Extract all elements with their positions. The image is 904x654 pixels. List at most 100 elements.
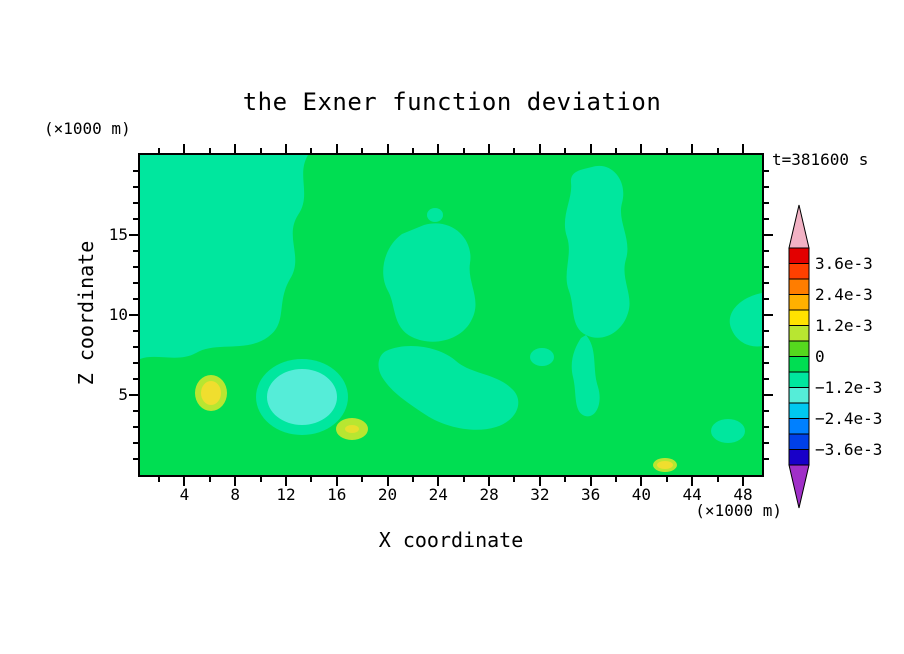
y-tick-mark xyxy=(764,314,773,316)
y-tick-mark xyxy=(133,250,138,252)
colorbar-segment xyxy=(788,356,810,373)
x-tick-label: 40 xyxy=(631,485,652,504)
x-tick-mark xyxy=(513,477,516,482)
colorbar-segment xyxy=(788,371,810,388)
x-tick-mark xyxy=(158,148,161,153)
y-tick-mark xyxy=(133,282,138,284)
x-tick-mark xyxy=(259,477,262,482)
x-tick-mark xyxy=(310,477,313,482)
x-tick-mark xyxy=(411,477,414,482)
x-tick-label: 12 xyxy=(276,485,296,504)
y-tick-mark xyxy=(764,378,769,380)
colorbar-segment xyxy=(788,449,810,466)
x-tick-mark xyxy=(564,148,567,153)
x-tick-mark xyxy=(716,148,719,153)
x-tick-mark xyxy=(437,144,440,153)
contour-region-right-edge-lobe xyxy=(729,293,762,347)
y-tick-mark xyxy=(764,442,769,444)
y-tick-mark xyxy=(133,378,138,380)
x-tick-mark xyxy=(741,477,744,486)
x-tick-label: 32 xyxy=(530,485,550,504)
y-tick-mark xyxy=(129,394,138,396)
x-tick-mark xyxy=(183,144,186,153)
y-tick-mark xyxy=(133,298,138,300)
y-tick-mark xyxy=(133,346,138,348)
chart-title: the Exner function deviation xyxy=(242,88,662,116)
x-tick-mark xyxy=(183,477,186,486)
colorbar-segment xyxy=(788,325,810,342)
x-tick-mark xyxy=(589,144,592,153)
x-tick-label: 36 xyxy=(580,485,601,504)
y-tick-mark xyxy=(133,186,138,188)
x-tick-mark xyxy=(513,148,516,153)
y-tick-mark xyxy=(764,186,769,188)
colorbar-segment xyxy=(788,418,810,435)
colorbar xyxy=(788,204,810,509)
x-tick-mark xyxy=(361,477,364,482)
x-tick-mark xyxy=(615,477,618,482)
y-tick-mark xyxy=(133,170,138,172)
x-tick-mark xyxy=(335,477,338,486)
y-tick-mark xyxy=(764,234,773,236)
y-tick-mark xyxy=(764,202,769,204)
x-tick-mark xyxy=(310,148,313,153)
y-tick-mark xyxy=(764,250,769,252)
y-tick-mark xyxy=(133,426,138,428)
colorbar-label: −3.6e-3 xyxy=(815,439,883,459)
colorbar-label: −1.2e-3 xyxy=(815,377,883,397)
contour-region-yellow-core-left xyxy=(201,381,221,405)
contour-region-small-mid-blob-a xyxy=(530,348,554,366)
x-tick-mark xyxy=(208,477,211,482)
contour-plot xyxy=(140,155,762,475)
colorbar-label: 1.2e-3 xyxy=(815,315,873,335)
x-tick-mark xyxy=(284,144,287,153)
x-tick-mark xyxy=(386,477,389,486)
y-tick-label: 5 xyxy=(118,385,128,404)
y-tick-mark xyxy=(764,410,769,412)
contour-region-cyan-core xyxy=(267,369,337,425)
x-tick-mark xyxy=(234,144,237,153)
contour-region-center-blob xyxy=(383,223,476,342)
x-tick-mark xyxy=(538,144,541,153)
x-tick-mark xyxy=(589,477,592,486)
contour-region-center-dot xyxy=(427,208,443,222)
x-tick-mark xyxy=(488,477,491,486)
x-tick-mark xyxy=(284,477,287,486)
colorbar-label: 3.6e-3 xyxy=(815,253,873,273)
x-tick-mark xyxy=(335,144,338,153)
y-tick-label: 15 xyxy=(108,225,128,244)
y-tick-mark xyxy=(764,170,769,172)
y-tick-mark xyxy=(129,234,138,236)
x-tick-mark xyxy=(462,148,465,153)
colorbar-segment xyxy=(788,387,810,404)
y-tick-label: 10 xyxy=(108,305,128,324)
x-tick-mark xyxy=(615,148,618,153)
x-tick-mark xyxy=(665,148,668,153)
x-tick-label: 24 xyxy=(428,485,448,504)
y-tick-mark xyxy=(764,266,769,268)
contour-region-small-mid-blob-b xyxy=(489,396,507,410)
y-tick-mark xyxy=(129,314,138,316)
x-tick-mark xyxy=(259,148,262,153)
y-tick-mark xyxy=(764,218,769,220)
colorbar-label: −2.4e-3 xyxy=(815,408,883,428)
y-tick-mark xyxy=(133,202,138,204)
x-tick-label: 20 xyxy=(377,485,398,504)
y-tick-mark xyxy=(764,426,769,428)
y-tick-mark xyxy=(133,442,138,444)
x-tick-label: 28 xyxy=(479,485,499,504)
plot-area xyxy=(138,153,764,477)
contour-region-bottom-right-blob xyxy=(711,419,745,443)
x-tick-mark xyxy=(741,144,744,153)
colorbar-segment xyxy=(788,294,810,311)
contour-region-right-tendril xyxy=(571,335,600,417)
y-tick-mark xyxy=(133,218,138,220)
x-tick-mark xyxy=(386,144,389,153)
x-tick-label: 4 xyxy=(179,485,190,504)
x-tick-label: 44 xyxy=(682,485,702,504)
y-tick-mark xyxy=(764,282,769,284)
x-tick-mark xyxy=(437,477,440,486)
x-tick-label: 48 xyxy=(733,485,753,504)
x-tick-label: 16 xyxy=(327,485,347,504)
contour-region-center-bottom-lobe xyxy=(378,346,519,430)
